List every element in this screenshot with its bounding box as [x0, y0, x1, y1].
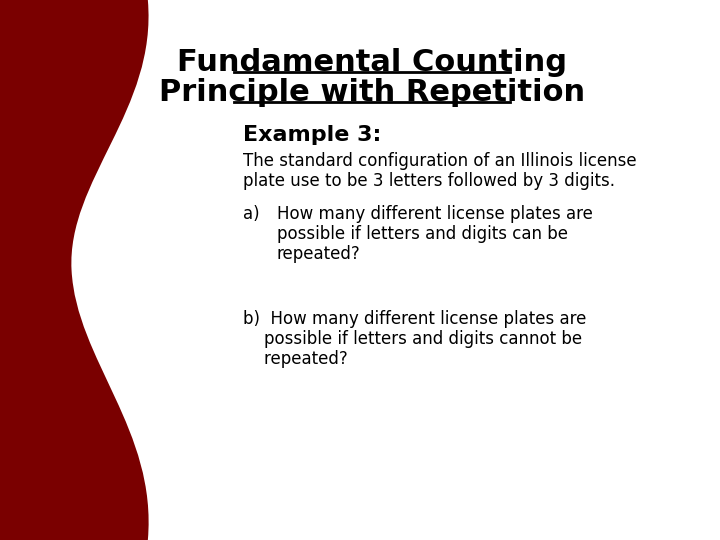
Text: How many different license plates are: How many different license plates are [276, 205, 593, 223]
Text: repeated?: repeated? [276, 245, 360, 263]
Text: possible if letters and digits cannot be: possible if letters and digits cannot be [243, 330, 582, 348]
Text: possible if letters and digits can be: possible if letters and digits can be [276, 225, 567, 243]
Text: Example 3:: Example 3: [243, 125, 382, 145]
Text: Principle with Repetition: Principle with Repetition [159, 78, 585, 107]
Text: plate use to be 3 letters followed by 3 digits.: plate use to be 3 letters followed by 3 … [243, 172, 615, 190]
PathPatch shape [0, 0, 148, 540]
Text: repeated?: repeated? [243, 350, 348, 368]
Text: b)  How many different license plates are: b) How many different license plates are [243, 310, 587, 328]
Text: The standard configuration of an Illinois license: The standard configuration of an Illinoi… [243, 152, 637, 170]
Text: Fundamental Counting: Fundamental Counting [177, 48, 567, 77]
Text: a): a) [243, 205, 260, 223]
